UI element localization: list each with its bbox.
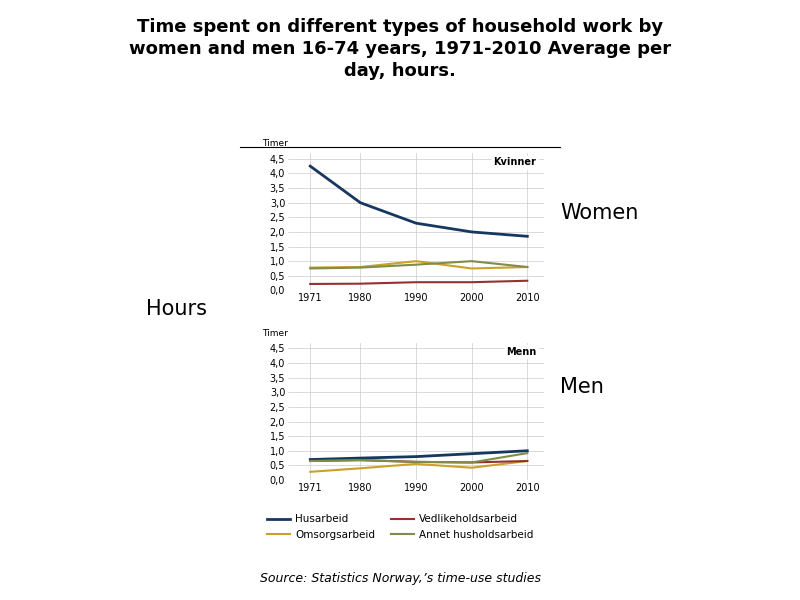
Text: Menn: Menn: [506, 347, 536, 357]
Text: Source: Statistics Norway,’s time-use studies: Source: Statistics Norway,’s time-use st…: [259, 572, 541, 585]
Text: Hours: Hours: [146, 299, 206, 319]
Text: Women: Women: [560, 203, 638, 223]
Text: Men: Men: [560, 377, 604, 397]
Text: Timer: Timer: [262, 329, 288, 338]
Legend: Husarbeid, Omsorgsarbeid, Vedlikeholdsarbeid, Annet husholdsarbeid: Husarbeid, Omsorgsarbeid, Vedlikeholdsar…: [262, 510, 538, 544]
Text: Timer: Timer: [262, 139, 288, 148]
Text: Time spent on different types of household work by
women and men 16-74 years, 19: Time spent on different types of househo…: [129, 18, 671, 80]
Text: Kvinner: Kvinner: [494, 157, 536, 167]
